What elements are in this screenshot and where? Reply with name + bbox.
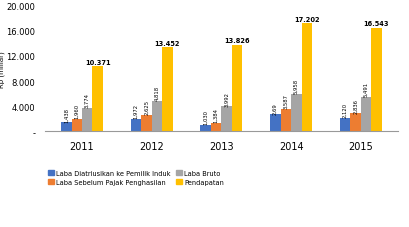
Bar [92, 67, 103, 132]
Bar [339, 118, 349, 132]
Text: 2,836: 2,836 [352, 98, 357, 113]
Text: 1,030: 1,030 [203, 110, 208, 125]
Text: 10.371: 10.371 [85, 60, 110, 66]
Y-axis label: Rp (miliar): Rp (miliar) [0, 51, 5, 88]
Bar [270, 115, 280, 132]
Legend: Laba Diatriusikan ke Pemilik Induk, Laba Sebelum Pajak Penghasilan, Laba Bruto, : Laba Diatriusikan ke Pemilik Induk, Laba… [48, 170, 224, 185]
Text: 2,120: 2,120 [342, 103, 347, 118]
Text: 1,972: 1,972 [133, 104, 138, 119]
Text: 16.543: 16.543 [363, 21, 388, 27]
Text: 1,960: 1,960 [74, 104, 79, 119]
Bar [360, 97, 370, 132]
Text: 3,992: 3,992 [224, 91, 229, 106]
Bar [231, 45, 242, 132]
Bar [280, 109, 290, 132]
Text: 4,818: 4,818 [154, 86, 159, 101]
Bar [200, 125, 211, 132]
Text: 13.452: 13.452 [154, 40, 180, 47]
Bar [130, 119, 141, 132]
Bar [162, 48, 172, 132]
Bar [349, 114, 360, 132]
Bar [82, 108, 92, 132]
Bar [211, 123, 221, 132]
Text: 13.826: 13.826 [224, 38, 249, 44]
Text: 17.202: 17.202 [293, 17, 319, 23]
Bar [221, 107, 231, 132]
Bar [301, 24, 311, 132]
Text: 3,774: 3,774 [85, 93, 90, 107]
Bar [141, 115, 151, 132]
Text: 5,491: 5,491 [363, 82, 368, 97]
Bar [290, 94, 301, 132]
Bar [72, 119, 82, 132]
Text: 2,69: 2,69 [272, 103, 277, 114]
Text: 1,438: 1,438 [64, 107, 69, 122]
Bar [370, 28, 381, 132]
Text: 1,384: 1,384 [213, 107, 218, 122]
Bar [151, 102, 162, 132]
Text: 2,625: 2,625 [144, 100, 148, 115]
Text: 5,958: 5,958 [293, 79, 298, 94]
Text: 3,587: 3,587 [283, 94, 288, 109]
Bar [61, 123, 72, 132]
